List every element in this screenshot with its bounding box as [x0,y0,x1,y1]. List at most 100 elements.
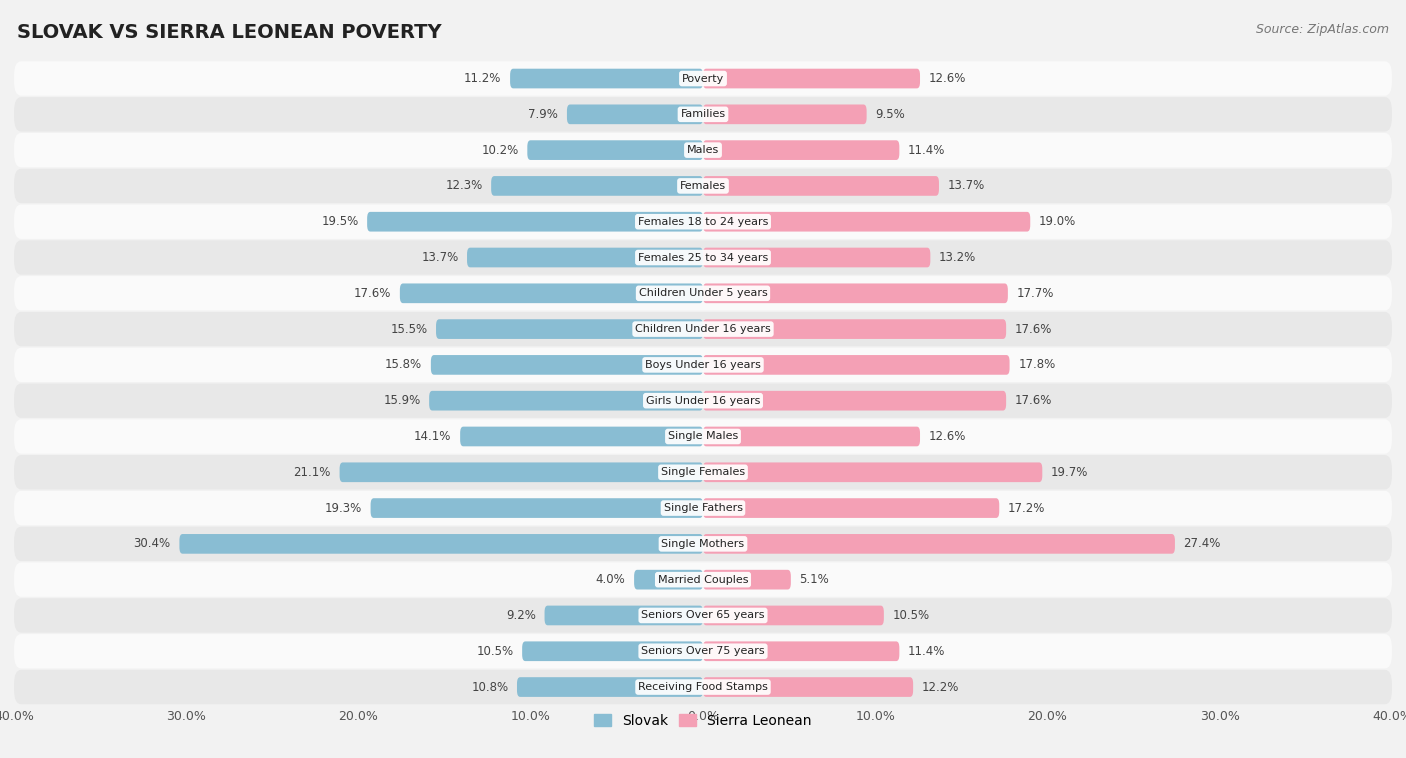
FancyBboxPatch shape [460,427,703,446]
FancyBboxPatch shape [436,319,703,339]
FancyBboxPatch shape [14,276,1392,311]
FancyBboxPatch shape [14,133,1392,168]
Text: 14.1%: 14.1% [415,430,451,443]
Text: Poverty: Poverty [682,74,724,83]
Text: 4.0%: 4.0% [596,573,626,586]
FancyBboxPatch shape [399,283,703,303]
Text: Males: Males [688,145,718,155]
Text: 9.2%: 9.2% [506,609,536,622]
FancyBboxPatch shape [703,498,1000,518]
FancyBboxPatch shape [14,61,1392,96]
Text: Girls Under 16 years: Girls Under 16 years [645,396,761,406]
Text: 10.8%: 10.8% [471,681,509,694]
FancyBboxPatch shape [14,562,1392,597]
FancyBboxPatch shape [430,355,703,374]
Text: Children Under 16 years: Children Under 16 years [636,324,770,334]
FancyBboxPatch shape [634,570,703,590]
FancyBboxPatch shape [703,677,912,697]
Text: 17.7%: 17.7% [1017,287,1054,300]
FancyBboxPatch shape [517,677,703,697]
FancyBboxPatch shape [14,634,1392,669]
Text: 15.5%: 15.5% [391,323,427,336]
Text: 9.5%: 9.5% [875,108,905,121]
FancyBboxPatch shape [14,312,1392,346]
Text: 17.2%: 17.2% [1008,502,1045,515]
Legend: Slovak, Sierra Leonean: Slovak, Sierra Leonean [589,708,817,734]
Text: 19.0%: 19.0% [1039,215,1076,228]
FancyBboxPatch shape [703,283,1008,303]
FancyBboxPatch shape [14,97,1392,132]
Text: 15.8%: 15.8% [385,359,422,371]
Text: 13.7%: 13.7% [422,251,458,264]
Text: 17.6%: 17.6% [1015,323,1052,336]
Text: 30.4%: 30.4% [134,537,170,550]
FancyBboxPatch shape [367,212,703,231]
FancyBboxPatch shape [703,570,790,590]
Text: 27.4%: 27.4% [1184,537,1220,550]
Text: 15.9%: 15.9% [384,394,420,407]
Text: 13.2%: 13.2% [939,251,976,264]
Text: Children Under 5 years: Children Under 5 years [638,288,768,299]
FancyBboxPatch shape [703,606,884,625]
FancyBboxPatch shape [180,534,703,553]
Text: Boys Under 16 years: Boys Under 16 years [645,360,761,370]
Text: Females 18 to 24 years: Females 18 to 24 years [638,217,768,227]
FancyBboxPatch shape [567,105,703,124]
FancyBboxPatch shape [703,462,1042,482]
Text: Married Couples: Married Couples [658,575,748,584]
FancyBboxPatch shape [14,455,1392,490]
FancyBboxPatch shape [544,606,703,625]
Text: Families: Families [681,109,725,119]
FancyBboxPatch shape [703,248,931,268]
Text: 17.6%: 17.6% [1015,394,1052,407]
Text: Seniors Over 65 years: Seniors Over 65 years [641,610,765,621]
FancyBboxPatch shape [429,391,703,411]
Text: 17.6%: 17.6% [354,287,391,300]
Text: 12.3%: 12.3% [446,180,482,193]
Text: 19.5%: 19.5% [322,215,359,228]
FancyBboxPatch shape [467,248,703,268]
Text: Single Females: Single Females [661,467,745,478]
FancyBboxPatch shape [703,212,1031,231]
Text: Seniors Over 75 years: Seniors Over 75 years [641,647,765,656]
FancyBboxPatch shape [491,176,703,196]
FancyBboxPatch shape [703,176,939,196]
FancyBboxPatch shape [14,670,1392,704]
FancyBboxPatch shape [14,384,1392,418]
Text: Source: ZipAtlas.com: Source: ZipAtlas.com [1256,23,1389,36]
FancyBboxPatch shape [371,498,703,518]
Text: 10.2%: 10.2% [481,143,519,157]
Text: Single Mothers: Single Mothers [661,539,745,549]
FancyBboxPatch shape [340,462,703,482]
Text: Receiving Food Stamps: Receiving Food Stamps [638,682,768,692]
Text: Females 25 to 34 years: Females 25 to 34 years [638,252,768,262]
Text: 13.7%: 13.7% [948,180,984,193]
FancyBboxPatch shape [14,348,1392,382]
Text: 10.5%: 10.5% [477,645,513,658]
Text: 10.5%: 10.5% [893,609,929,622]
FancyBboxPatch shape [14,491,1392,525]
FancyBboxPatch shape [527,140,703,160]
Text: 11.4%: 11.4% [908,645,945,658]
Text: Single Fathers: Single Fathers [664,503,742,513]
FancyBboxPatch shape [510,69,703,89]
Text: 21.1%: 21.1% [294,465,330,479]
FancyBboxPatch shape [703,355,1010,374]
Text: Single Males: Single Males [668,431,738,441]
FancyBboxPatch shape [14,205,1392,239]
Text: 5.1%: 5.1% [800,573,830,586]
FancyBboxPatch shape [14,169,1392,203]
FancyBboxPatch shape [703,391,1007,411]
FancyBboxPatch shape [703,319,1007,339]
FancyBboxPatch shape [14,419,1392,453]
Text: 12.6%: 12.6% [928,430,966,443]
FancyBboxPatch shape [522,641,703,661]
Text: 7.9%: 7.9% [529,108,558,121]
FancyBboxPatch shape [14,527,1392,561]
Text: Females: Females [681,181,725,191]
FancyBboxPatch shape [703,534,1175,553]
Text: 17.8%: 17.8% [1018,359,1056,371]
FancyBboxPatch shape [703,105,866,124]
Text: 12.2%: 12.2% [922,681,959,694]
Text: 19.7%: 19.7% [1050,465,1088,479]
